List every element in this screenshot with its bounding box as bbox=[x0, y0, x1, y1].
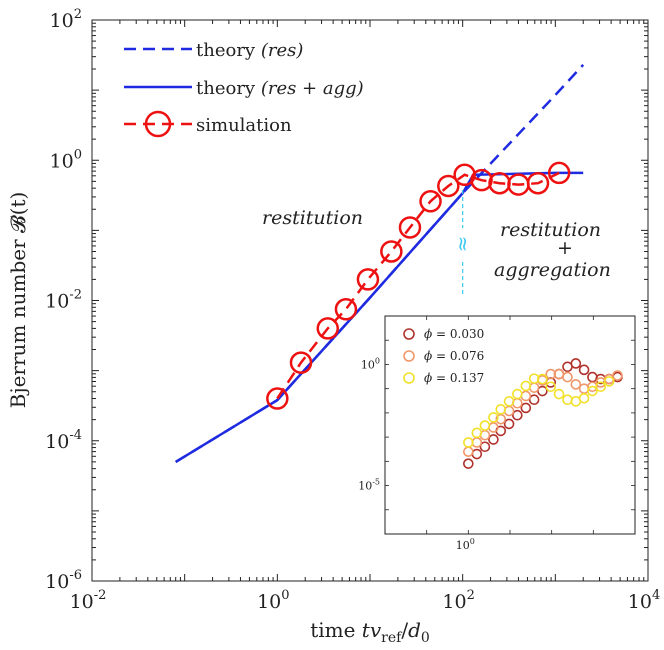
inset-y-tick-label: 100 bbox=[361, 356, 380, 371]
inset-point bbox=[520, 380, 532, 392]
legend-label-theory-res-agg: theory (res + agg) bbox=[196, 78, 364, 99]
inset-point bbox=[595, 381, 606, 393]
inset-point bbox=[463, 437, 474, 448]
y-axis-label: Bjerrum number 𝓑(t) bbox=[6, 192, 30, 409]
inset-legend-marker bbox=[403, 350, 415, 362]
y-tick-label: 102 bbox=[50, 7, 82, 32]
inset-point bbox=[479, 441, 491, 453]
simulation-point bbox=[380, 240, 403, 263]
inset-point bbox=[488, 412, 499, 423]
inset-point bbox=[471, 427, 483, 439]
inset-point bbox=[495, 413, 507, 425]
simulation-point bbox=[334, 298, 358, 321]
inset-legend-label: ϕ = 0.076 bbox=[424, 349, 484, 363]
inset-x-tick-label: 100 bbox=[456, 537, 475, 552]
inset-chart: 100 10-5 100 ϕ = 0.030 ϕ = 0.076 ϕ = 0.137 bbox=[358, 315, 636, 552]
simulation-point bbox=[547, 161, 571, 185]
y-tick-label: 10-6 bbox=[45, 568, 82, 593]
inset-point bbox=[528, 394, 540, 406]
inset-point bbox=[503, 418, 515, 430]
simulation-point bbox=[398, 216, 422, 239]
inset-point bbox=[463, 458, 474, 469]
simulation-point bbox=[419, 190, 442, 213]
regime-break-marker: ≈ bbox=[452, 190, 476, 296]
inset-point bbox=[537, 373, 548, 385]
inset-point bbox=[488, 434, 499, 445]
inset-point bbox=[587, 385, 598, 397]
inset-point bbox=[520, 402, 532, 414]
x-tick-label: 100 bbox=[257, 588, 289, 613]
inset-point bbox=[603, 376, 615, 387]
inset-frame bbox=[384, 315, 636, 535]
legend-label-theory-res: theory (res) bbox=[196, 40, 303, 61]
simulation-point bbox=[470, 168, 493, 192]
y-tick-label: 10-2 bbox=[45, 288, 82, 313]
x-tick-label: 104 bbox=[628, 588, 660, 613]
inset-point bbox=[578, 393, 590, 404]
simulation-point bbox=[266, 387, 289, 410]
inset-y-tick-label: 10-5 bbox=[358, 478, 380, 493]
inset-point bbox=[570, 358, 582, 369]
inset-point bbox=[503, 396, 515, 407]
inset-point bbox=[545, 381, 557, 393]
inset-legend-marker bbox=[403, 328, 415, 340]
simulation-point bbox=[356, 268, 380, 291]
inset-point bbox=[479, 420, 491, 431]
inset-legend-label: ϕ = 0.137 bbox=[424, 371, 484, 385]
legend-marker-simulation bbox=[144, 110, 172, 138]
inset-point bbox=[570, 379, 582, 390]
annotation-plus: + bbox=[557, 237, 573, 259]
simulation-point bbox=[526, 171, 550, 195]
simulation-point bbox=[316, 317, 340, 340]
annotation-restitution-right: restitution bbox=[500, 219, 601, 241]
inset-point bbox=[578, 364, 590, 376]
x-tick-label: 102 bbox=[442, 588, 474, 613]
break-symbol: ≈ bbox=[452, 236, 476, 253]
annotation-aggregation: aggregation bbox=[494, 259, 611, 281]
legend-label-simulation: simulation bbox=[196, 115, 292, 136]
inset-legend-label: ϕ = 0.030 bbox=[424, 327, 484, 341]
inset-point bbox=[553, 388, 565, 400]
inset-point bbox=[512, 388, 523, 400]
simulation-point bbox=[289, 351, 313, 374]
x-axis-label: time tvref/d0 bbox=[310, 618, 430, 646]
inset-point bbox=[495, 404, 507, 415]
inset-point bbox=[562, 371, 573, 383]
simulation-point bbox=[437, 174, 460, 198]
inset-legend-marker bbox=[403, 372, 415, 384]
inset-legend: ϕ = 0.030 ϕ = 0.076 ϕ = 0.137 bbox=[403, 327, 484, 385]
annotation-restitution: restitution bbox=[262, 207, 363, 229]
y-tick-label: 10-4 bbox=[45, 428, 82, 453]
y-tick-label: 100 bbox=[50, 147, 82, 172]
main-legend: theory (res) theory (res + agg) simulati… bbox=[124, 40, 364, 138]
inset-point bbox=[512, 409, 523, 421]
inset-point bbox=[612, 370, 623, 381]
x-tick-label: 10-2 bbox=[70, 588, 107, 613]
